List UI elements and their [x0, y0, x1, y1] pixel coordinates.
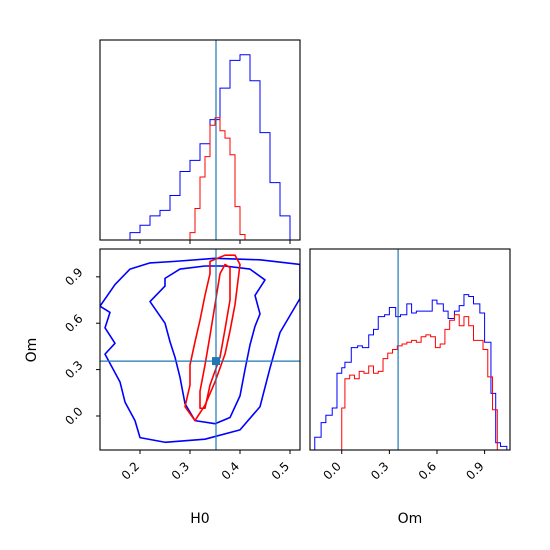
blue-om-histogram: [314, 294, 508, 450]
h0-marginal-ticks: [139, 240, 291, 244]
h0-marginal-frame: [99, 39, 301, 241]
truth-marker: [212, 357, 220, 366]
om-marginal-plot-area: [314, 249, 508, 450]
om-axis-label: Om: [24, 338, 40, 363]
h0-om-contour-plot-area: [100, 249, 300, 450]
om-marginal-frame: [309, 248, 511, 451]
contour-group: [100, 254, 300, 444]
h0-marginal-plot-area: [129, 40, 291, 240]
om-marginal-axis-label: Om: [398, 511, 423, 527]
h0-marginal-panel: [99, 39, 301, 244]
red-contour-inner: [199, 263, 231, 410]
blue-contour-outer: [100, 257, 300, 444]
h0-axis-label: H0: [190, 511, 209, 527]
h0-om-contour-frame: [99, 248, 301, 451]
red-h0-histogram: [189, 117, 246, 240]
red-contour-outer: [184, 254, 241, 422]
red-om-histogram: [341, 314, 503, 450]
om-histogram-group: [314, 294, 508, 450]
om-marginal-panel: 0.0 0.3 0.6 0.9 Om: [309, 248, 511, 527]
